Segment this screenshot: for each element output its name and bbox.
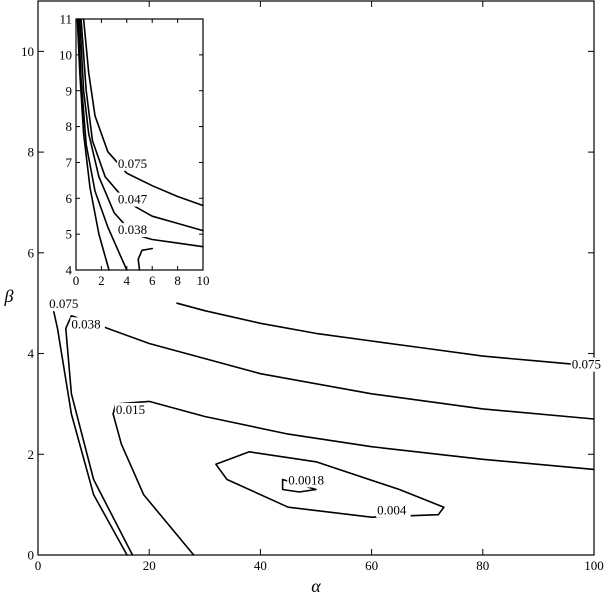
y-tick-label: 2: [28, 447, 35, 462]
inset-contour-label-bg: [116, 192, 152, 207]
contour-label-bg: [376, 503, 411, 518]
inset-contour-line: [77, 18, 128, 271]
contour-line: [51, 302, 128, 556]
main-plot-area: 0 20 40 60 80 10002468100.00180.0040.0150.038…: [21, 1, 606, 573]
inset-y-tick-label: 9: [66, 83, 73, 98]
inset-x-tick-label: 0: [73, 273, 80, 288]
x-tick-label: 20: [143, 558, 156, 573]
contour-label-bg: [70, 317, 105, 332]
inset-y-tick-label: 5: [66, 227, 73, 242]
contour-label: 0.075: [572, 357, 601, 372]
inset-y-tick-label: 11: [59, 12, 72, 27]
inset-y-tick-label: 4: [66, 263, 73, 278]
inset-contour-label: 0.075: [118, 156, 147, 171]
y-tick-label: 6: [28, 245, 35, 260]
contour-label-bg: [114, 402, 150, 417]
contour-label: 0.038: [71, 316, 100, 331]
x-tick-label: 40: [254, 558, 267, 573]
inset-x-tick-label: 8: [174, 273, 181, 288]
inset-y-tick-label: 6: [66, 191, 73, 206]
inset-plot-area: 0 2 4 6 8 10 4 5 6 7 8 9 10 11 0.075 0.047 0.038: [59, 12, 210, 288]
y-tick-label: 8: [28, 145, 35, 160]
x-tick-label: 80: [476, 558, 489, 573]
inset-contour-line: [80, 18, 204, 232]
contour-label-bg: [48, 297, 83, 312]
inset-contour-line: [76, 18, 110, 271]
x-tick-label: 60: [365, 558, 378, 573]
contour-label: 0.075: [49, 296, 78, 311]
contour-label-bg: [570, 357, 606, 372]
x-tick-label: 0: [35, 558, 42, 573]
contour-label: 0.004: [377, 503, 407, 518]
y-tick-label: 4: [28, 346, 35, 361]
inset-contour-label-bg: [116, 156, 152, 171]
inset-contour-label: 0.038: [118, 222, 147, 237]
x-tick-label: 100: [584, 558, 604, 573]
inset-contour-line: [137, 247, 153, 271]
y-axis-label: β: [4, 286, 14, 306]
contour-label: 0.015: [116, 402, 145, 417]
inset-contour-line: [79, 18, 204, 248]
contour-line: [176, 302, 595, 367]
inset-y-tick-label: 10: [59, 47, 72, 62]
y-tick-label: 10: [21, 44, 34, 59]
inset-contour-label: 0.047: [118, 192, 148, 207]
contour-line: [112, 400, 595, 556]
inset-x-tick-label: 10: [197, 273, 210, 288]
inset-contour-label-bg: [116, 223, 152, 238]
inset-y-tick-label: 7: [66, 155, 73, 170]
contour-label: 0.0018: [288, 472, 324, 487]
x-axis-label: α: [311, 576, 321, 595]
inset-x-tick-label: 4: [124, 273, 131, 288]
contour-label-bg: [287, 473, 329, 488]
y-tick-label: 0: [28, 548, 35, 563]
inset-x-tick-label: 2: [98, 273, 105, 288]
inset-x-tick-label: 6: [149, 273, 156, 288]
inset-y-tick-label: 8: [66, 119, 73, 134]
